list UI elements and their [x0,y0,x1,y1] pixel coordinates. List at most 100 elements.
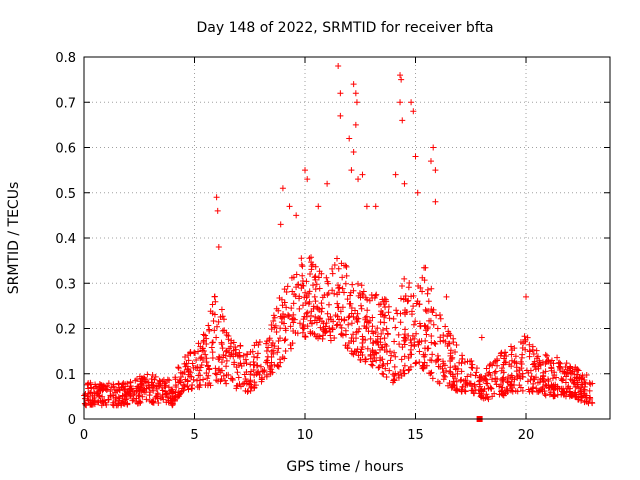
data-point [513,360,520,367]
data-point [539,359,546,366]
data-point [202,351,209,358]
data-point [356,290,363,297]
data-point [250,353,257,360]
data-point [444,333,451,340]
data-point [205,322,212,329]
data-point [359,333,366,340]
data-point [163,399,170,406]
data-point [329,287,336,294]
data-point [503,385,510,392]
data-point [178,373,185,380]
data-point [323,274,330,281]
data-point [369,362,376,369]
data-point [382,365,389,372]
data-point [136,373,143,380]
data-point [566,393,573,400]
data-point [281,314,288,321]
x-tick-label: 0 [80,428,88,443]
data-point [477,383,484,390]
data-point [509,388,516,395]
data-point [334,291,341,298]
data-point [500,374,507,381]
data-point [452,348,459,355]
data-point [549,375,556,382]
data-point [381,319,388,326]
data-point [127,393,134,400]
data-point [434,357,441,364]
data-point [270,318,277,325]
data-point [542,351,549,358]
data-point [587,381,594,388]
data-point [99,386,106,393]
data-point [215,356,222,363]
data-point [359,291,366,298]
data-point [414,189,421,196]
data-point [185,386,192,393]
data-point [195,372,202,379]
data-point [289,316,296,323]
data-point [382,296,389,303]
data-point [440,360,447,367]
data-point [512,387,519,394]
data-point [354,310,361,317]
data-point [352,90,359,97]
data-point [307,312,314,319]
data-point [223,347,230,354]
data-point [377,335,384,342]
data-point [498,367,505,374]
data-point [384,331,391,338]
data-point [320,332,327,339]
data-point [218,376,225,383]
data-point [461,359,468,366]
data-point [311,293,318,300]
data-point [334,255,341,262]
data-point [521,333,528,340]
data-point [181,360,188,367]
data-point [188,373,195,380]
data-point [402,307,409,314]
data-point [373,291,380,298]
data-point [222,377,229,384]
data-point [342,280,349,287]
data-point [439,365,446,372]
data-point [420,365,427,372]
data-point [343,272,350,279]
y-tick-label: 0.6 [55,142,76,157]
data-point [337,90,344,97]
data-point [381,335,388,342]
data-point [408,308,415,315]
data-point [546,391,553,398]
data-point [415,341,422,348]
data-point [379,327,386,334]
data-point [196,367,203,374]
data-point [559,377,566,384]
data-point [300,325,307,332]
data-point [511,345,518,352]
data-point [88,384,95,391]
data-point [434,378,441,385]
data-point [494,357,501,364]
data-point [408,342,415,349]
data-point [329,326,336,333]
data-point [478,392,485,399]
data-point [350,313,357,320]
data-point [458,376,465,383]
data-point [373,338,380,345]
data-point [198,354,205,361]
data-point [290,315,297,322]
data-point [144,371,151,378]
data-point [377,354,384,361]
data-point [492,375,499,382]
data-point [286,203,293,210]
data-point [338,316,345,323]
data-point [425,298,432,305]
data-point [563,360,570,367]
data-point [496,391,503,398]
x-tick-label: 10 [297,428,314,443]
data-point [454,370,461,377]
data-point [355,292,362,299]
data-point [397,319,404,326]
data-point [200,338,207,345]
data-point [214,378,221,385]
data-point [274,362,281,369]
